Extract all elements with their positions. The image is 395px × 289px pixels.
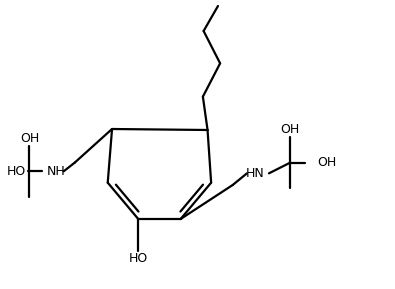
Text: HO: HO [6,165,26,178]
Text: NH: NH [46,165,65,178]
Text: HO: HO [129,253,148,266]
Text: OH: OH [20,131,39,144]
Text: OH: OH [317,156,337,169]
Text: OH: OH [280,123,300,136]
Text: HN: HN [246,167,264,180]
